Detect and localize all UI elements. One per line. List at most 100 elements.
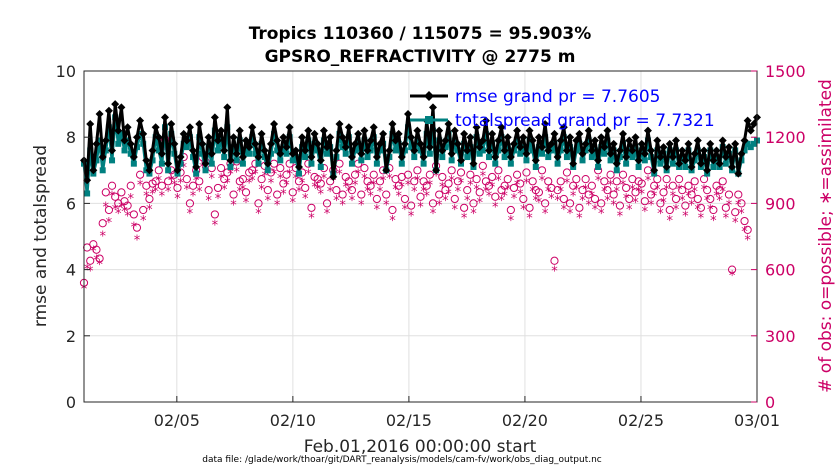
totalspread-marker — [585, 137, 592, 144]
obs-assimilated-marker: * — [642, 205, 649, 220]
obs-possible-marker — [204, 186, 213, 195]
obs-assimilated-marker: * — [177, 176, 184, 191]
obs-assimilated-marker: * — [417, 201, 424, 216]
rmse-marker — [475, 143, 484, 152]
obs-possible-marker — [703, 186, 712, 195]
obs-possible-marker — [637, 179, 646, 188]
obs-assimilated-marker: * — [392, 183, 399, 198]
totalspread-marker — [635, 163, 642, 170]
obs-assimilated-marker: * — [716, 194, 723, 209]
rmse-marker — [503, 133, 512, 142]
obs-assimilated-marker: * — [663, 183, 670, 198]
rmse-marker — [656, 153, 665, 162]
obs-assimilated-marker: * — [483, 185, 490, 200]
rmse-marker — [578, 149, 587, 158]
rmse-marker — [572, 136, 581, 145]
obs-possible-marker — [463, 186, 472, 195]
y-right-tick-label: 600 — [765, 261, 796, 280]
rmse-marker — [410, 146, 419, 155]
obs-assimilated-marker: * — [302, 192, 309, 207]
rmse-marker — [668, 153, 677, 162]
rmse-marker — [497, 123, 506, 132]
obs-possible-marker — [422, 181, 431, 190]
totalspread-marker — [246, 150, 253, 157]
totalspread-marker — [392, 147, 399, 154]
rmse-marker — [531, 156, 540, 165]
obs-possible-marker — [737, 199, 746, 208]
obs-assimilated-marker: * — [103, 201, 110, 216]
obs-possible-marker — [622, 183, 631, 193]
totalspread-marker — [401, 147, 408, 154]
obs-assimilated-marker: * — [131, 220, 138, 235]
rmse-marker — [86, 119, 95, 128]
obs-possible-marker — [743, 225, 752, 234]
totalspread-marker — [165, 167, 172, 174]
rmse-marker — [248, 123, 257, 132]
totalspread-marker — [641, 157, 648, 164]
rmse-marker — [270, 119, 279, 128]
obs-possible-marker — [375, 177, 385, 186]
rmse-marker — [547, 139, 556, 148]
obs-assimilated-marker: * — [208, 172, 215, 187]
rmse-marker — [254, 153, 263, 162]
rmse-marker — [466, 133, 475, 142]
legend-label: totalspread grand pr = 7.7321 — [455, 111, 715, 131]
obs-assimilated-marker: * — [305, 168, 312, 183]
rmse-marker — [684, 139, 693, 148]
obs-possible-marker — [223, 168, 232, 177]
obs-assimilated-marker: * — [408, 209, 415, 224]
obs-assimilated-marker: * — [545, 185, 552, 200]
obs-assimilated-marker: * — [205, 194, 212, 209]
rmse-marker — [746, 126, 755, 135]
rmse-marker — [98, 153, 107, 162]
obs-assimilated-marker: * — [551, 265, 558, 280]
rmse-marker — [659, 143, 668, 152]
obs-possible-marker — [609, 190, 618, 199]
totalspread-marker — [532, 163, 539, 170]
obs-possible-marker — [279, 179, 288, 188]
obs-assimilated-marker: * — [330, 174, 337, 189]
rmse-marker — [500, 146, 509, 155]
rmse-marker — [164, 159, 173, 168]
rmse-marker — [640, 149, 649, 158]
totalspread-marker — [208, 160, 215, 167]
totalspread-marker — [582, 147, 589, 154]
obs-possible-marker — [360, 163, 369, 173]
totalspread-marker — [118, 130, 125, 137]
obs-possible-marker — [528, 177, 537, 186]
obs-possible-marker — [357, 190, 366, 199]
obs-possible-marker — [416, 192, 425, 201]
obs-possible-marker — [135, 170, 145, 179]
obs-possible-marker — [687, 190, 696, 199]
obs-possible-marker — [254, 199, 263, 208]
obs-assimilated-marker: * — [311, 181, 318, 196]
obs-assimilated-marker: * — [143, 190, 150, 205]
rmse-marker — [597, 133, 606, 142]
rmse-marker — [176, 153, 185, 162]
obs-assimilated-marker: * — [99, 229, 106, 244]
rmse-marker — [83, 176, 92, 185]
rmse-marker — [681, 156, 690, 165]
rmse-marker — [485, 146, 494, 155]
rmse-marker — [562, 146, 571, 155]
obs-assimilated-marker: * — [539, 174, 546, 189]
obs-assimilated-marker: * — [601, 185, 608, 200]
rmse-marker — [201, 159, 210, 168]
obs-possible-marker — [132, 223, 142, 232]
obs-assimilated-marker: * — [283, 179, 290, 194]
obs-assimilated-marker: * — [380, 174, 387, 189]
rmse-marker — [129, 153, 138, 162]
obs-possible-marker — [696, 203, 706, 212]
rmse-marker — [550, 129, 559, 138]
obs-assimilated-marker: * — [240, 183, 247, 198]
rmse-marker — [104, 106, 113, 115]
obs-possible-marker — [182, 175, 191, 184]
rmse-marker — [544, 146, 553, 155]
obs-assimilated-marker: * — [467, 179, 474, 194]
obs-assimilated-marker: * — [224, 176, 231, 191]
rmse-marker — [232, 149, 241, 158]
rmse-marker — [625, 136, 634, 145]
rmse-marker — [316, 156, 325, 165]
rmse-marker — [294, 162, 303, 171]
rmse-marker — [450, 126, 459, 135]
